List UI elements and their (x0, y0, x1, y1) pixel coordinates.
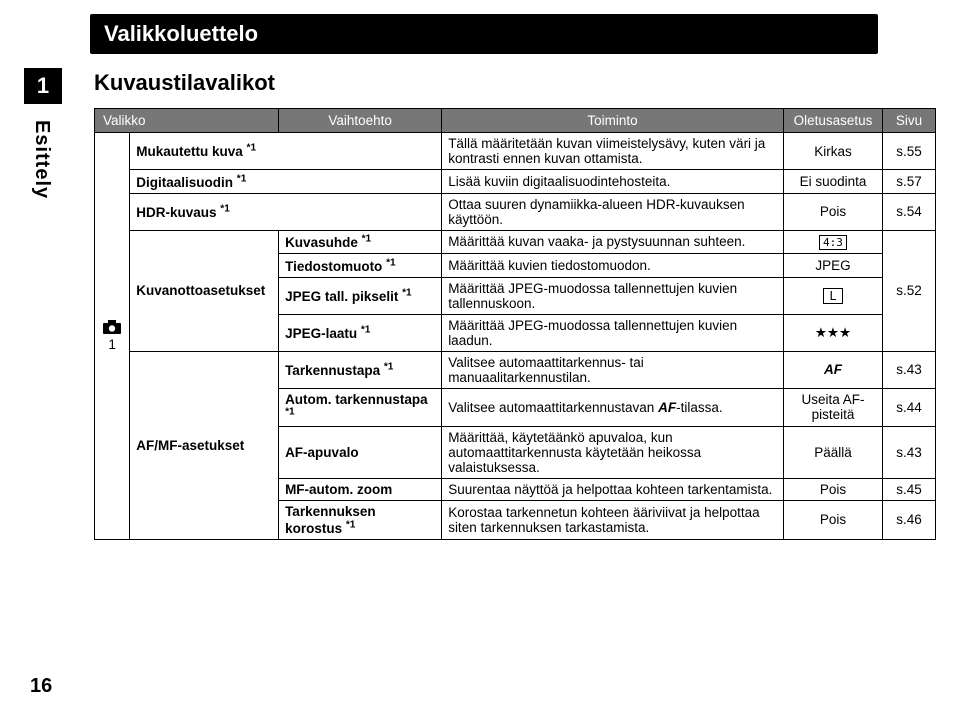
size-l-icon: L (823, 288, 842, 304)
table-row: Kuvanottoasetukset Kuvasuhde *1 Määrittä… (95, 230, 936, 254)
option-text: Tarkennuksen korostus *1 (285, 504, 376, 536)
page-ref: s.54 (883, 193, 936, 230)
default-value: AF (783, 351, 882, 388)
function-text: Suurentaa näyttöä ja helpottaa kohteen t… (442, 479, 784, 501)
col-page: Sivu (883, 109, 936, 133)
camera-icon (103, 320, 121, 337)
menu-table: Valikko Vaihtoehto Toiminto Oletusasetus… (94, 108, 936, 540)
af-symbol-icon: AF (658, 400, 676, 415)
table-row: Digitaalisuodin *1 Lisää kuviin digitaal… (95, 170, 936, 194)
function-text: Valitsee automaattitarkennustavan AF-til… (442, 388, 784, 427)
menu-label: Digitaalisuodin *1 (130, 170, 442, 194)
default-value: ★★★ (783, 314, 882, 351)
table-header-row: Valikko Vaihtoehto Toiminto Oletusasetus… (95, 109, 936, 133)
page-ref: s.43 (883, 427, 936, 479)
function-text: Tällä määritetään kuvan viimeistelysävy,… (442, 133, 784, 170)
function-text: Määrittää kuvan vaaka- ja pystysuunnan s… (442, 230, 784, 254)
option-label: Kuvasuhde *1 (279, 230, 442, 254)
menu-text: Mukautettu kuva *1 (136, 144, 256, 159)
option-text: AF-apuvalo (285, 445, 359, 460)
function-text-part: -tilassa. (676, 400, 723, 415)
col-menu: Valikko (95, 109, 279, 133)
option-text: Kuvasuhde *1 (285, 235, 371, 250)
default-value: Useita AF-pisteitä (783, 388, 882, 427)
page-ref: s.57 (883, 170, 936, 194)
default-value: L (783, 277, 882, 314)
option-text: JPEG-laatu *1 (285, 326, 370, 341)
default-value: Ei suodinta (783, 170, 882, 194)
col-option: Vaihtoehto (279, 109, 442, 133)
function-text: Valitsee automaattitarkennus- tai manuaa… (442, 351, 784, 388)
chapter-tab: 1 (24, 68, 62, 104)
af-symbol-icon: AF (824, 362, 842, 377)
default-value: JPEG (783, 254, 882, 278)
page-number: 16 (30, 675, 52, 698)
option-text: JPEG tall. pikselit *1 (285, 289, 412, 304)
function-text: Määrittää, käytetäänkö apuvaloa, kun aut… (442, 427, 784, 479)
camera-tab-index: 1 (108, 337, 116, 352)
function-text: Lisää kuviin digitaalisuodintehosteita. (442, 170, 784, 194)
page-title: Valikkoluettelo (90, 14, 878, 54)
table-row: 1 Mukautettu kuva *1 Tällä määritetään k… (95, 133, 936, 170)
table-row: AF/MF-asetukset Tarkennustapa *1 Valitse… (95, 351, 936, 388)
option-label: Autom. tarkennustapa *1 (279, 388, 442, 427)
page-ref: s.43 (883, 351, 936, 388)
menu-label: Mukautettu kuva *1 (130, 133, 442, 170)
page-ref: s.52 (883, 230, 936, 351)
option-label: JPEG-laatu *1 (279, 314, 442, 351)
camera-tab-icon-cell: 1 (95, 133, 130, 540)
function-text: Määrittää JPEG-muodossa tallennettujen k… (442, 314, 784, 351)
option-label: Tarkennustapa *1 (279, 351, 442, 388)
page-ref: s.46 (883, 501, 936, 540)
option-text: MF-autom. zoom (285, 482, 392, 497)
menu-text: HDR-kuvaus *1 (136, 205, 230, 220)
function-text-part: Valitsee automaattitarkennustavan (448, 400, 658, 415)
menu-label: HDR-kuvaus *1 (130, 193, 442, 230)
aspect-ratio-icon: 4:3 (819, 235, 847, 250)
option-text: Tiedostomuoto *1 (285, 259, 396, 274)
option-text: Autom. tarkennustapa *1 (285, 392, 428, 424)
function-text: Korostaa tarkennetun kohteen ääriviivat … (442, 501, 784, 540)
default-value: Pois (783, 479, 882, 501)
option-label: Tiedostomuoto *1 (279, 254, 442, 278)
page-ref: s.45 (883, 479, 936, 501)
option-label: AF-apuvalo (279, 427, 442, 479)
option-label: MF-autom. zoom (279, 479, 442, 501)
page-ref: s.44 (883, 388, 936, 427)
function-text: Määrittää kuvien tiedostomuodon. (442, 254, 784, 278)
default-value: Kirkas (783, 133, 882, 170)
section-subtitle: Kuvaustilavalikot (94, 70, 275, 96)
menu-text: Digitaalisuodin *1 (136, 175, 246, 190)
table-row: HDR-kuvaus *1 Ottaa suuren dynamiikka-al… (95, 193, 936, 230)
default-value: Pois (783, 193, 882, 230)
col-function: Toiminto (442, 109, 784, 133)
page-ref: s.55 (883, 133, 936, 170)
menu-group-label: AF/MF-asetukset (130, 351, 279, 539)
col-default: Oletusasetus (783, 109, 882, 133)
function-text: Määrittää JPEG-muodossa tallennettujen k… (442, 277, 784, 314)
default-value: 4:3 (783, 230, 882, 254)
function-text: Ottaa suuren dynamiikka-alueen HDR-kuvau… (442, 193, 784, 230)
sidebar-section-label: Esittely (30, 120, 53, 199)
default-value: Päällä (783, 427, 882, 479)
option-text: Tarkennustapa *1 (285, 363, 393, 378)
option-label: JPEG tall. pikselit *1 (279, 277, 442, 314)
default-value: Pois (783, 501, 882, 540)
menu-group-label: Kuvanottoasetukset (130, 230, 279, 351)
option-label: Tarkennuksen korostus *1 (279, 501, 442, 540)
